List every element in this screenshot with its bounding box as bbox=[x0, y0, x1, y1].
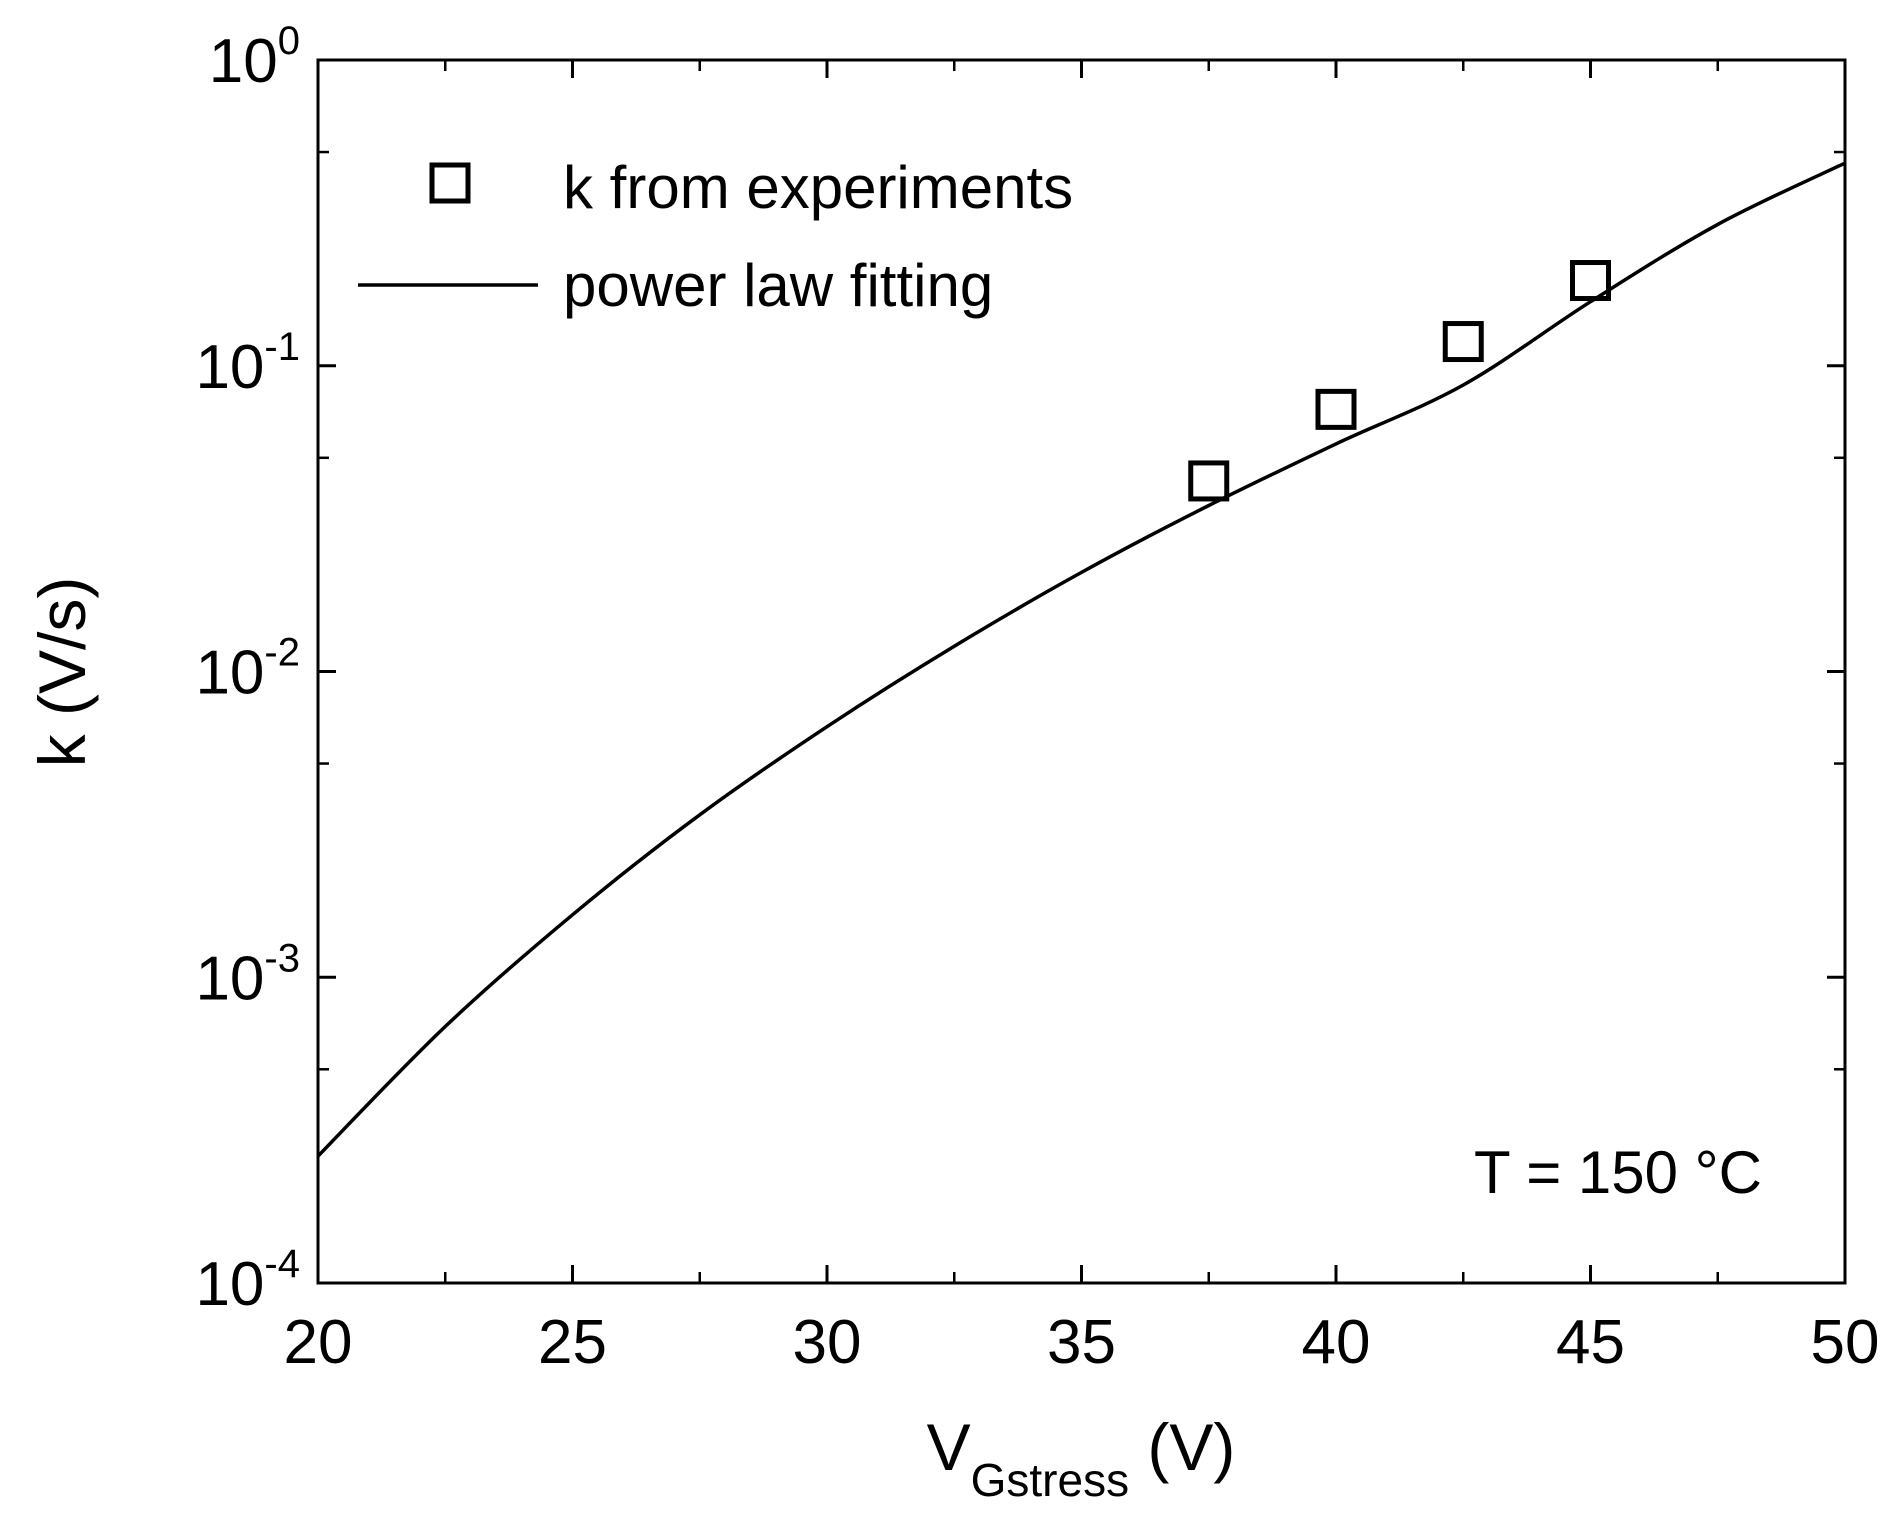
x-axis-label-sub: Gstress bbox=[971, 1454, 1129, 1506]
y-tick-label-exponent: 0 bbox=[278, 19, 300, 63]
x-axis-label: VGstress (V) bbox=[927, 1410, 1236, 1506]
data-point-square bbox=[1570, 260, 1611, 302]
x-tick-label: 50 bbox=[1811, 1308, 1880, 1377]
x-tick-label: 25 bbox=[538, 1308, 607, 1377]
x-tick-label: 45 bbox=[1556, 1308, 1625, 1377]
data-point-square bbox=[1442, 321, 1484, 363]
y-tick-label-base: 10 bbox=[195, 1250, 264, 1319]
y-tick-label-base: 10 bbox=[195, 944, 264, 1013]
data-point-square bbox=[1188, 460, 1230, 502]
x-tick-label: 30 bbox=[793, 1308, 862, 1377]
x-tick-label: 20 bbox=[284, 1308, 353, 1377]
y-tick-label: 100 bbox=[209, 19, 300, 96]
minor-ticks bbox=[318, 60, 1845, 1283]
series-layer bbox=[316, 161, 1846, 1158]
x-tick-labels: 20 25 30 35 40 45 50 bbox=[284, 1308, 1880, 1377]
y-tick-label-base: 10 bbox=[195, 639, 264, 708]
major-ticks bbox=[316, 58, 1847, 1285]
legend-square-marker bbox=[429, 162, 471, 204]
legend-label-experiments: k from experiments bbox=[563, 154, 1073, 221]
y-tick-label-base: 10 bbox=[195, 333, 264, 402]
y-tick-label: 10-4 bbox=[195, 1242, 300, 1319]
fit-line bbox=[316, 161, 1846, 1158]
y-tick-label: 10-2 bbox=[195, 631, 300, 708]
y-axis-label: k (V/s) bbox=[25, 577, 99, 768]
x-tick-label: 35 bbox=[1047, 1308, 1116, 1377]
legend: k from experiments power law fitting bbox=[358, 154, 1073, 319]
plot-frame bbox=[316, 58, 1847, 1285]
y-tick-label-exponent: -4 bbox=[264, 1242, 300, 1286]
y-tick-label-base: 10 bbox=[209, 27, 278, 96]
data-point-square bbox=[1315, 388, 1357, 430]
x-axis-label-main: V bbox=[927, 1410, 971, 1484]
y-tick-label-exponent: -2 bbox=[264, 631, 300, 675]
y-tick-label-exponent: -1 bbox=[264, 325, 300, 369]
y-tick-label-exponent: -3 bbox=[264, 936, 300, 980]
legend-label-fit: power law fitting bbox=[563, 252, 993, 319]
y-tick-label: 10-3 bbox=[195, 936, 300, 1013]
x-tick-label: 40 bbox=[1302, 1308, 1371, 1377]
temperature-annotation: T = 150 °C bbox=[1474, 1139, 1762, 1206]
y-tick-label: 10-1 bbox=[195, 325, 300, 402]
x-axis-label-unit: (V) bbox=[1129, 1410, 1235, 1484]
